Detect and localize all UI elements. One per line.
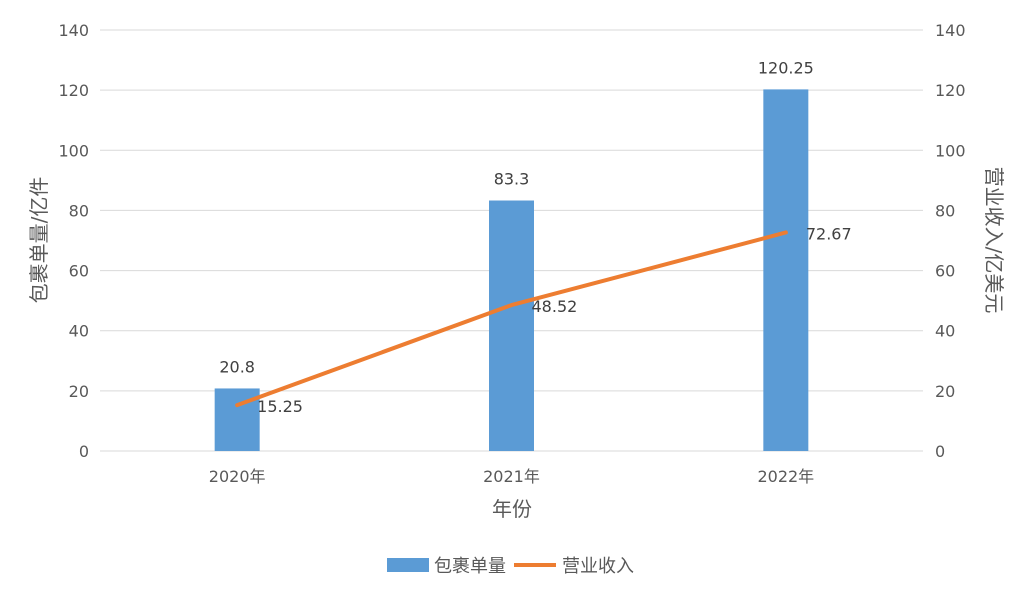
data-labels: 20.8 83.3 120.25 15.25 48.52 72.67 <box>219 58 851 416</box>
x-tick-label: 2020年 <box>209 467 266 486</box>
y-axis-right-ticks: 0 20 40 60 80 100 120 140 <box>935 21 966 461</box>
y-tick-label-right: 20 <box>935 382 955 401</box>
y-tick-label-left: 0 <box>79 442 89 461</box>
y-tick-label-left: 40 <box>69 322 89 341</box>
legend-label-line: 营业收入 <box>562 556 634 577</box>
y-axis-right-title: 营业收入/亿美元 <box>982 167 1006 314</box>
line-path <box>235 230 788 408</box>
x-axis-title: 年份 <box>492 497 532 521</box>
x-tick-label: 2021年 <box>483 467 540 486</box>
x-axis-categories: 2020年 2021年 2022年 <box>209 467 814 486</box>
y-tick-label-left: 140 <box>58 21 89 40</box>
bar <box>763 89 809 451</box>
y-tick-label-right: 0 <box>935 442 945 461</box>
y-axis-left-ticks: 0 20 40 60 80 100 120 140 <box>58 21 89 461</box>
line-data-label: 48.52 <box>532 297 578 316</box>
y-tick-label-left: 80 <box>69 201 89 220</box>
bar <box>489 200 534 451</box>
y-axis-left-title: 包裹单量/亿件 <box>27 177 51 304</box>
y-tick-label-right: 120 <box>935 81 966 100</box>
y-tick-label-left: 100 <box>58 141 89 160</box>
legend-label-bar: 包裹单量 <box>434 556 506 577</box>
y-tick-label-right: 40 <box>935 322 955 341</box>
line-data-label: 72.67 <box>806 224 852 243</box>
legend-swatch-bar <box>387 558 429 572</box>
legend: 包裹单量 营业收入 <box>387 556 634 577</box>
x-tick-label: 2022年 <box>757 467 814 486</box>
y-tick-label-right: 140 <box>935 21 966 40</box>
bar-data-label: 83.3 <box>494 170 530 189</box>
y-tick-label-right: 60 <box>935 262 955 281</box>
bar-data-label: 20.8 <box>219 357 255 376</box>
line-data-label: 15.25 <box>257 397 303 416</box>
bar-data-label: 120.25 <box>758 58 814 77</box>
y-tick-label-left: 20 <box>69 382 89 401</box>
y-tick-label-left: 120 <box>58 81 89 100</box>
y-tick-label-right: 100 <box>935 141 966 160</box>
line-series <box>235 230 788 408</box>
y-tick-label-right: 80 <box>935 201 955 220</box>
y-tick-label-left: 60 <box>69 262 89 281</box>
